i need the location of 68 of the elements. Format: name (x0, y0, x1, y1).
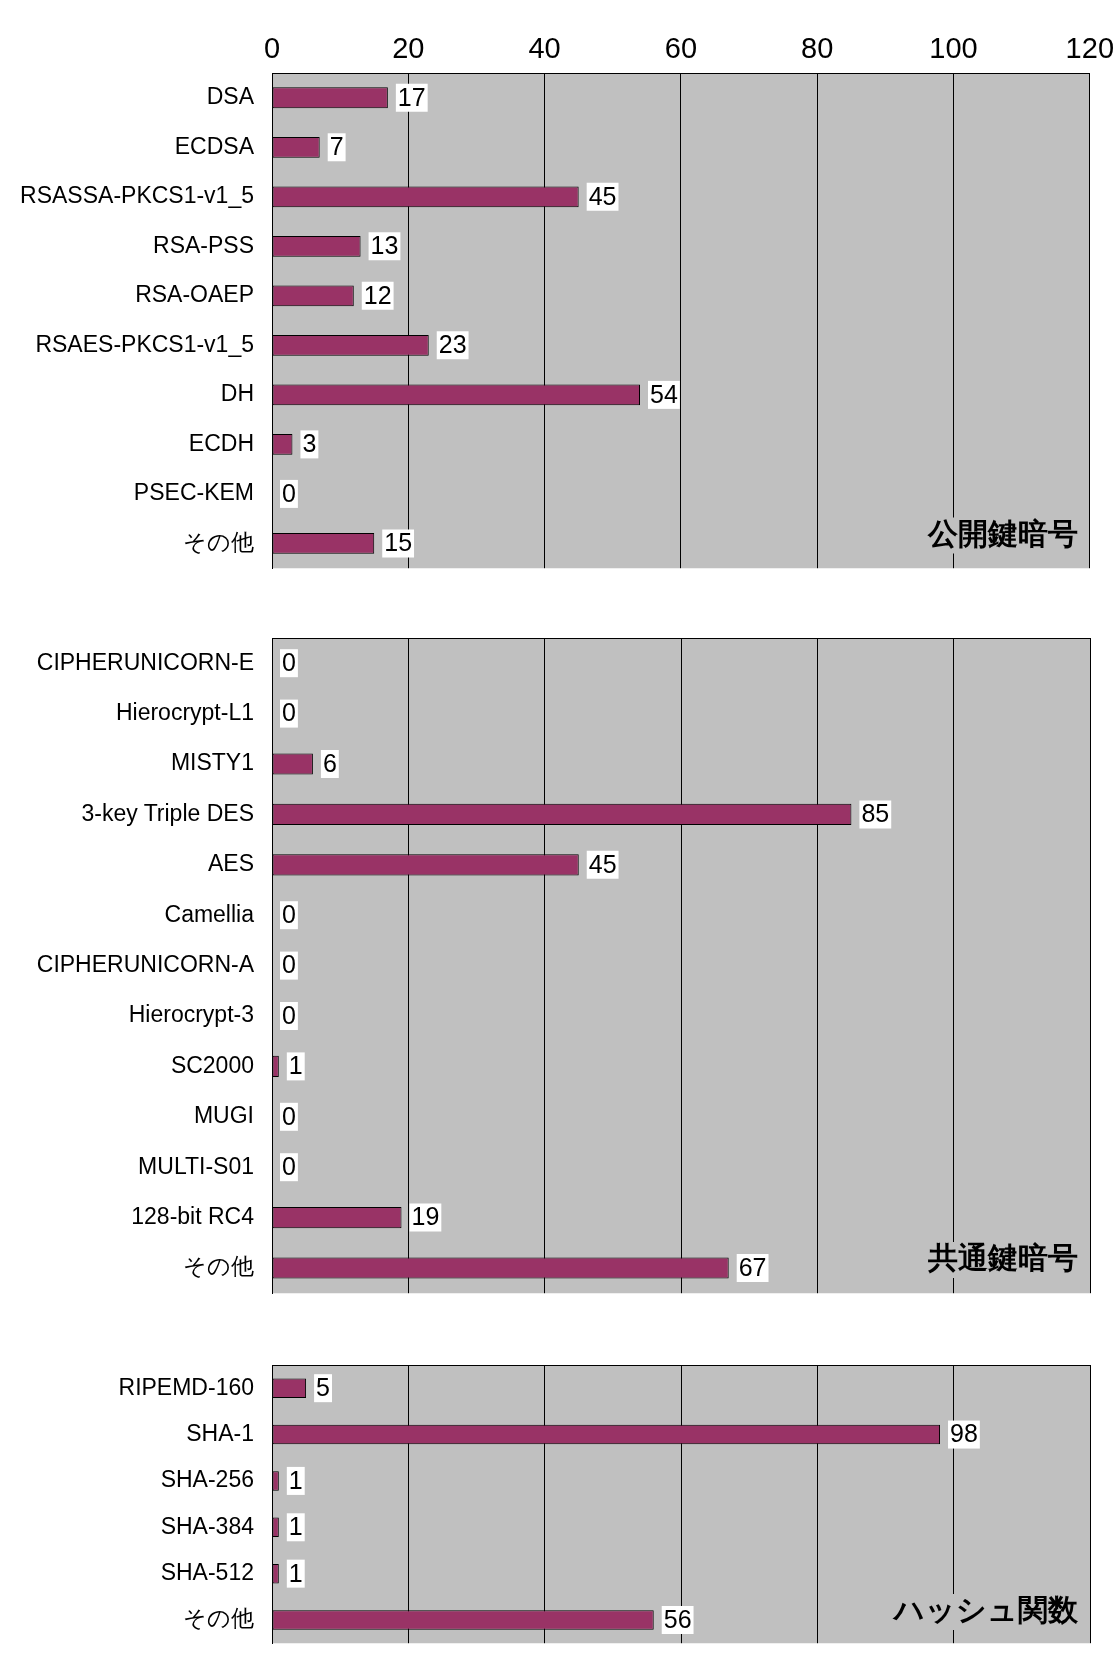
y-tick-label: 128-bit RC4 (131, 1202, 255, 1229)
y-tick-label: PSEC-KEM (133, 479, 254, 506)
data-label: 0 (282, 1000, 296, 1029)
y-tick-label: MULTI-S01 (138, 1152, 254, 1179)
data-label: 13 (370, 231, 399, 260)
data-label: 0 (282, 1101, 296, 1130)
y-tick-label: RSA-PSS (153, 231, 254, 258)
y-tick-label: Camellia (164, 900, 255, 927)
y-tick-label: AES (207, 850, 254, 877)
data-label: 56 (663, 1604, 692, 1633)
y-tick-label: その他 (183, 1253, 254, 1280)
data-label: 7 (329, 132, 344, 161)
data-label: 15 (384, 528, 413, 557)
data-label: 0 (282, 698, 296, 727)
y-tick-label: ECDH (188, 429, 254, 456)
data-label: 45 (588, 849, 617, 878)
data-label: 17 (397, 82, 426, 111)
y-tick-label: その他 (183, 1605, 254, 1632)
data-label: 6 (322, 748, 337, 777)
data-label: 1 (288, 1051, 303, 1080)
data-label: 54 (650, 379, 678, 408)
data-label: 98 (950, 1419, 978, 1448)
y-tick-label: MUGI (193, 1102, 254, 1129)
data-label: 5 (316, 1373, 330, 1402)
y-tick-label: SHA-256 (160, 1466, 254, 1493)
data-label: 85 (861, 799, 890, 828)
data-label: 45 (588, 181, 617, 210)
y-tick-label: CIPHERUNICORN-E (36, 648, 254, 675)
data-label: 0 (282, 648, 296, 677)
data-label: 67 (738, 1252, 767, 1281)
y-tick-label: DSA (206, 83, 255, 110)
y-tick-label: SHA-384 (160, 1512, 255, 1539)
data-label: 1 (288, 1558, 303, 1587)
x-tick-label: 0 (263, 31, 281, 64)
y-tick-label: Hierocrypt-L1 (115, 698, 254, 725)
data-label: 12 (363, 280, 392, 309)
x-tick-label: 60 (664, 31, 698, 64)
y-tick-label: Hierocrypt-3 (128, 1001, 254, 1028)
data-label: 3 (302, 429, 317, 458)
data-label: 0 (282, 478, 296, 507)
x-tick-label: 20 (392, 31, 425, 64)
y-tick-label: CIPHERUNICORN-A (36, 950, 255, 977)
text: 公開鍵暗号 (926, 516, 1078, 550)
y-tick-label: SHA-1 (186, 1419, 254, 1446)
y-tick-label: MISTY1 (170, 749, 254, 776)
x-tick-label: 100 (929, 31, 978, 64)
y-tick-label: RSASSA-PKCS1-v1_5 (20, 182, 254, 209)
data-label: 0 (282, 900, 296, 929)
data-label: 0 (282, 1152, 296, 1181)
data-label: 0 (282, 950, 296, 979)
data-label: 19 (411, 1202, 440, 1231)
data-label: 23 (438, 330, 467, 359)
y-tick-label: ECDSA (174, 132, 255, 159)
y-tick-label: SC2000 (170, 1051, 254, 1078)
x-tick-label: 40 (528, 31, 561, 64)
text: 共通鍵暗号 (927, 1241, 1078, 1275)
y-tick-label: 3-key Triple DES (81, 799, 254, 826)
y-tick-label: SHA-512 (160, 1558, 254, 1585)
x-tick-label: 120 (1065, 31, 1114, 64)
data-label: 1 (288, 1465, 303, 1494)
y-tick-label: DH (220, 380, 254, 407)
y-tick-label: その他 (183, 528, 254, 555)
y-tick-label: RSAES-PKCS1-v1_5 (35, 330, 254, 357)
y-tick-label: RIPEMD-160 (118, 1373, 254, 1400)
y-tick-label: RSA-OAEP (135, 281, 254, 308)
text: ハッシュ関数 (892, 1593, 1079, 1627)
x-tick-label: 80 (801, 31, 834, 64)
data-label: 1 (288, 1512, 303, 1541)
